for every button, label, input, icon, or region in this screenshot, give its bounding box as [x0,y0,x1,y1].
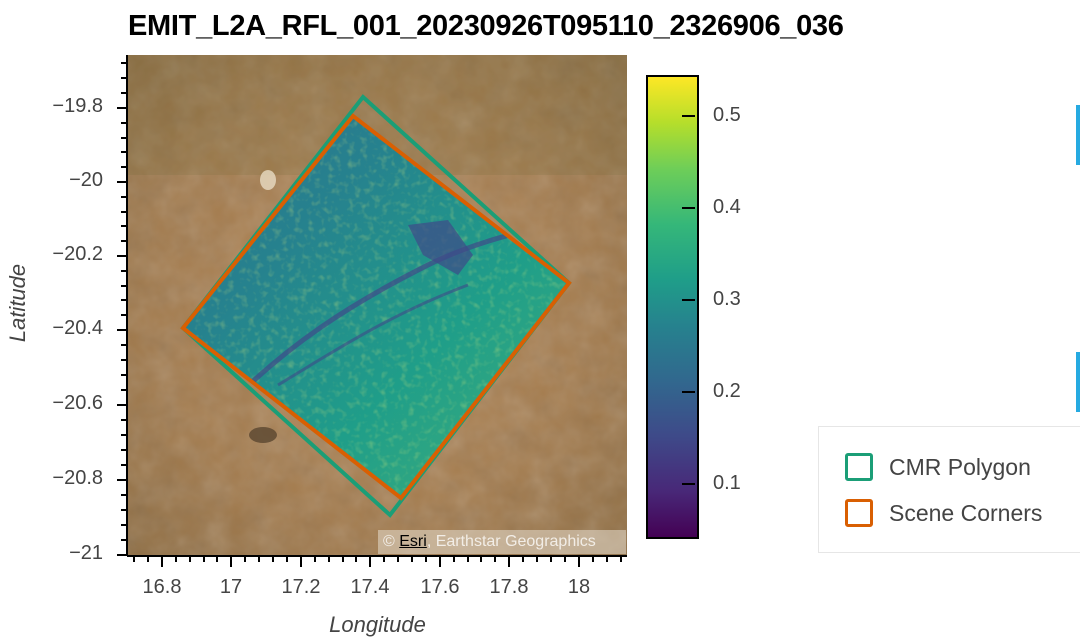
colorbar-tick-label: 0.5 [713,104,741,126]
colorbar-tick [682,207,695,209]
x-tick-label: 17.2 [281,576,321,598]
y-tick-label: −20 [69,169,103,191]
map-plot-area[interactable] [128,55,627,555]
y-tick-label: −20.8 [52,467,103,489]
x-tick-label: 17.6 [420,576,460,598]
colorbar-tick-label: 0.2 [713,380,741,402]
x-tick-label: 17.8 [489,576,529,598]
y-tick-label: −21 [69,542,103,564]
colorbar [646,75,699,539]
x-axis-label: Longitude [329,612,426,637]
y-tick-label: −20.6 [52,392,103,414]
legend: CMR Polygon Scene Corners [818,426,1080,553]
toolbar-active-indicator[interactable] [1076,352,1080,412]
esri-link[interactable]: Esri [399,533,427,550]
legend-label: Scene Corners [889,499,1043,526]
x-tick-label: 16.8 [142,576,182,598]
copyright-symbol: © [383,533,395,550]
y-axis-label: Latitude [5,263,30,343]
cmr-polygon-swatch-icon [845,453,873,481]
colorbar-tick-label: 0.3 [713,288,741,310]
plot-title: EMIT_L2A_RFL_001_20230926T095110_2326906… [128,10,844,42]
x-tick-label: 18 [567,576,591,598]
colorbar-tick [682,299,695,301]
colorbar-tick-label: 0.4 [713,196,741,218]
x-tick-label: 17 [219,576,243,598]
attribution-text: , Earthstar Geographics [426,533,596,550]
colorbar-tick-label: 0.1 [713,472,741,494]
scene-corners-swatch-icon [845,499,873,527]
y-tick-label: −19.8 [52,95,103,117]
colorbar-tick [682,391,695,393]
x-tick-label: 17.4 [350,576,390,598]
y-tick-label: −20.2 [52,243,103,265]
map-attribution: © Esri, Earthstar Geographics [378,530,626,554]
colorbar-tick [682,115,695,117]
legend-label: CMR Polygon [889,453,1031,480]
legend-item-cmr-polygon[interactable]: CMR Polygon [845,453,1031,481]
map-canvas [128,55,627,555]
scene-corners-polygon[interactable] [180,113,572,501]
legend-item-scene-corners[interactable]: Scene Corners [845,499,1042,527]
toolbar-active-indicator[interactable] [1076,105,1080,165]
colorbar-tick [682,483,695,485]
y-tick-label: −20.4 [52,317,103,339]
